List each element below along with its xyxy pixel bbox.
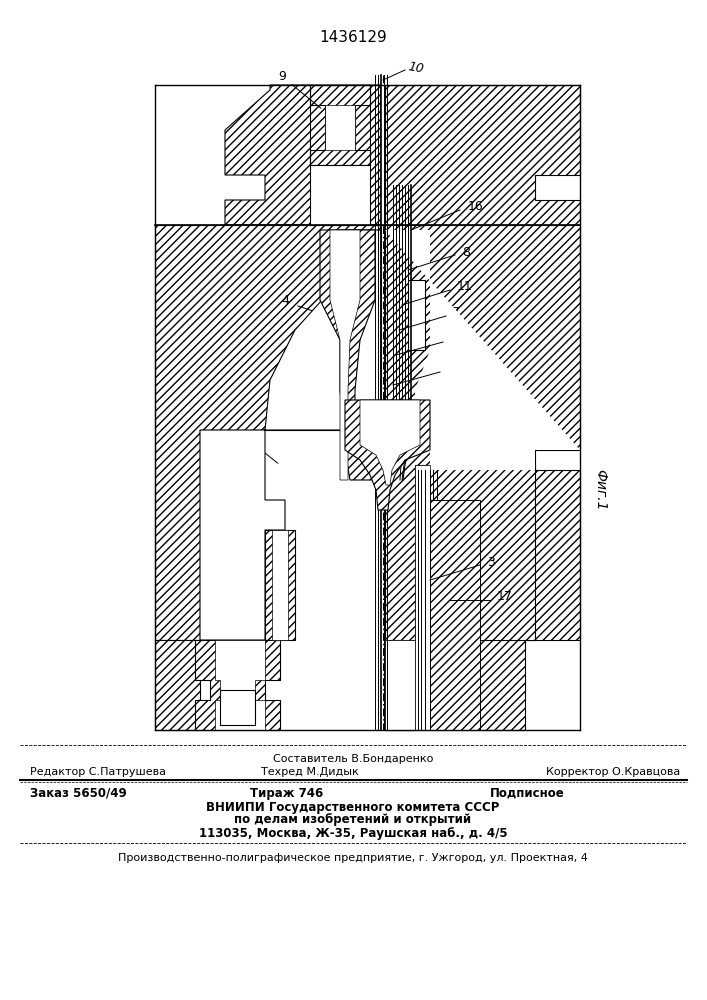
Text: 6: 6 — [449, 332, 457, 346]
Polygon shape — [385, 230, 580, 470]
Polygon shape — [437, 505, 473, 725]
Polygon shape — [385, 85, 580, 225]
Text: ВНИИПИ Государственного комитета СССР: ВНИИПИ Государственного комитета СССР — [206, 800, 500, 814]
Polygon shape — [385, 640, 415, 730]
Polygon shape — [155, 640, 200, 730]
Text: Заказ 5650/49: Заказ 5650/49 — [30, 786, 127, 800]
Text: 2: 2 — [240, 434, 248, 448]
Polygon shape — [385, 225, 580, 730]
Polygon shape — [310, 85, 370, 165]
Text: 1436129: 1436129 — [319, 30, 387, 45]
Polygon shape — [408, 280, 425, 350]
Polygon shape — [155, 225, 381, 640]
Polygon shape — [272, 530, 288, 640]
Text: 1: 1 — [200, 494, 208, 508]
Text: 16: 16 — [468, 200, 484, 214]
Text: 3: 3 — [487, 556, 495, 568]
Text: Корректор О.Кравцова: Корректор О.Кравцова — [546, 767, 680, 777]
Polygon shape — [360, 400, 420, 485]
Polygon shape — [430, 500, 480, 730]
Polygon shape — [225, 85, 381, 225]
Text: 8: 8 — [462, 245, 470, 258]
Polygon shape — [320, 230, 380, 480]
Polygon shape — [345, 400, 430, 510]
Polygon shape — [215, 640, 265, 730]
Text: Подписное: Подписное — [490, 786, 565, 800]
Text: Производственно-полиграфическое предприятие, г. Ужгород, ул. Проектная, 4: Производственно-полиграфическое предприя… — [118, 853, 588, 863]
Text: Редактор С.Патрушева: Редактор С.Патрушева — [30, 767, 166, 777]
Polygon shape — [385, 465, 535, 730]
Polygon shape — [220, 690, 255, 725]
Polygon shape — [310, 165, 370, 225]
Polygon shape — [195, 640, 280, 730]
Text: по делам изобретений и открытий: по делам изобретений и открытий — [235, 814, 472, 826]
Text: 5: 5 — [446, 362, 454, 375]
Text: Составитель В.Бондаренко: Составитель В.Бондаренко — [273, 754, 433, 764]
Text: 7: 7 — [452, 306, 460, 320]
Polygon shape — [200, 230, 381, 640]
Polygon shape — [415, 465, 430, 730]
Text: 9: 9 — [278, 70, 286, 83]
Text: Техред М.Дидык: Техред М.Дидык — [261, 767, 359, 777]
Text: 4: 4 — [281, 294, 289, 308]
Polygon shape — [381, 85, 385, 225]
Text: Тираж 746: Тираж 746 — [250, 786, 323, 800]
Text: Фиг.1: Фиг.1 — [593, 469, 607, 511]
Text: 10: 10 — [407, 60, 425, 76]
Polygon shape — [325, 105, 355, 150]
Polygon shape — [265, 530, 295, 640]
Polygon shape — [330, 230, 360, 480]
Text: 17: 17 — [497, 590, 513, 603]
Text: 11: 11 — [457, 280, 473, 294]
Text: 113035, Москва, Ж-35, Раушская наб., д. 4/5: 113035, Москва, Ж-35, Раушская наб., д. … — [199, 826, 508, 840]
